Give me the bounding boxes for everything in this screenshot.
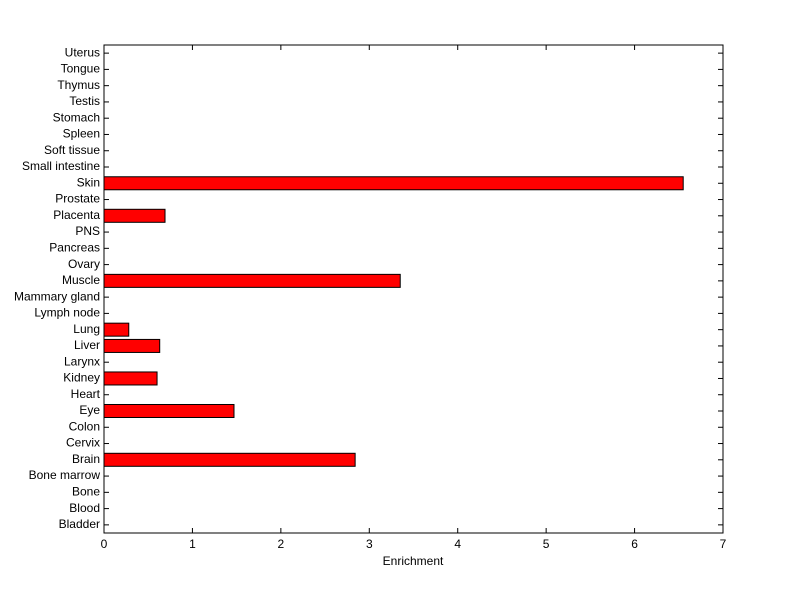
y-tick-label: Lymph node [34,306,100,320]
y-tick-label: Soft tissue [44,143,100,157]
bar [103,403,235,419]
y-tick-label: Bone [72,485,100,499]
y-tick-label: Mammary gland [14,289,100,303]
plot-area [103,44,724,534]
y-tick-label: Thymus [57,78,100,92]
y-tick-label: Prostate [55,192,100,206]
x-tick-label: 1 [189,537,196,551]
y-tick-label: Bone marrow [29,468,101,482]
y-tick-label: Pancreas [49,241,100,255]
bar [103,208,166,223]
y-tick-label: Ovary [68,257,100,271]
y-tick-label: Heart [71,387,101,401]
y-tick-label: Blood [69,501,100,515]
y-tick-label: Larynx [64,354,100,368]
y-tick-label: Tongue [61,62,101,76]
x-tick-label: 3 [366,537,373,551]
x-tick-label: 2 [278,537,285,551]
y-tick-label: Skin [77,175,100,189]
y-tick-label: Small intestine [22,159,100,173]
x-tick-label: 6 [631,537,638,551]
y-tick-label: Stomach [53,110,100,124]
y-tick-label: Brain [72,452,100,466]
bar [103,176,684,191]
y-tick-label: Testis [69,94,100,108]
y-tick-label: Bladder [59,517,100,531]
y-tick-label: Cervix [66,436,100,450]
y-tick-label: Uterus [65,45,100,59]
y-tick-label: Muscle [62,273,100,287]
x-tick-label: 5 [543,537,550,551]
y-tick-label: Placenta [53,208,100,222]
bar [103,322,130,337]
x-tick-label: 4 [454,537,461,551]
y-tick-label: Liver [74,338,100,352]
x-tick-label: 0 [101,537,108,551]
y-tick-label: Spleen [63,127,100,141]
bar [103,452,356,467]
y-tick-label: Colon [69,419,100,433]
x-tick-label: 7 [720,537,727,551]
bar [103,371,158,386]
bar [103,338,161,353]
x-axis-label: Enrichment [383,554,444,568]
y-tick-label: Lung [73,322,100,336]
bar [103,273,401,288]
y-tick-label: PNS [75,224,100,238]
y-tick-label: Eye [79,403,100,417]
y-tick-label: Kidney [63,371,100,385]
